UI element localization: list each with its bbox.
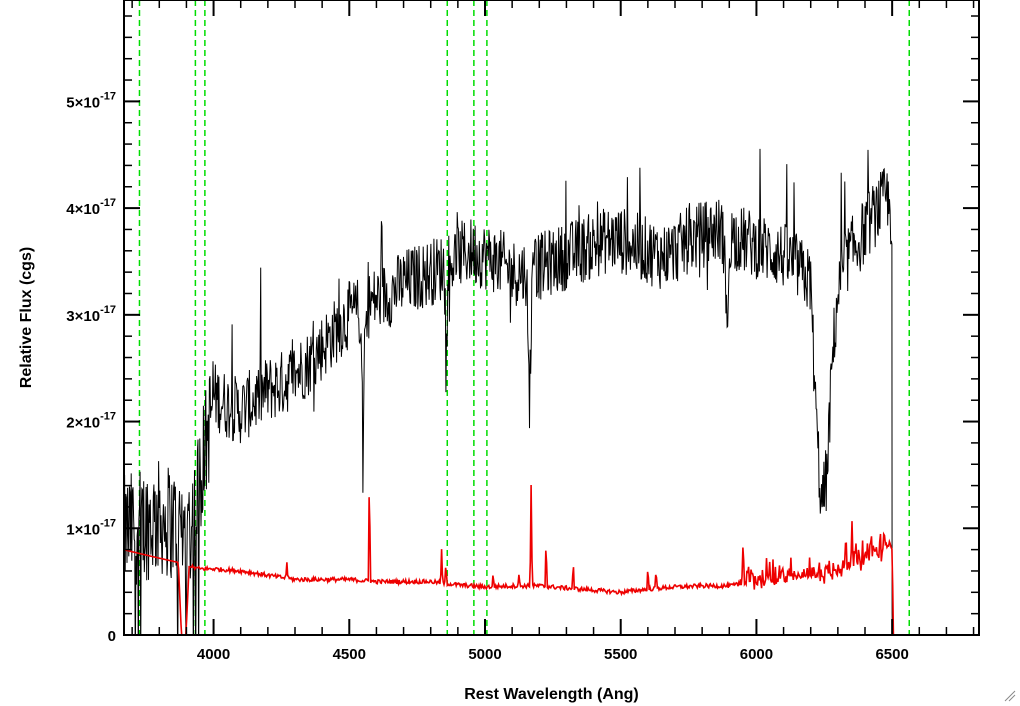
y-tick-label: 4×10-17: [66, 197, 116, 218]
plot-frame: [123, 0, 980, 636]
y-tick-label: 1×10-17: [66, 517, 116, 538]
x-tick-label: 4500: [333, 646, 366, 663]
spectrum-series-observed: [124, 148, 893, 635]
x-tick-label: 6500: [875, 646, 908, 663]
y-tick-label: 0: [108, 628, 116, 645]
y-tick-label: 3×10-17: [66, 304, 116, 325]
x-axis-title: Rest Wavelength (Ang): [464, 686, 639, 703]
y-tick-label: 5×10-17: [66, 90, 116, 111]
x-tick-label: 6000: [740, 646, 773, 663]
spectrum-series-model: [124, 484, 895, 635]
y-axis-title: Relative Flux (cgs): [18, 247, 35, 388]
resize-grip-icon[interactable]: [1004, 690, 1016, 702]
y-tick-label: 2×10-17: [66, 411, 116, 432]
x-tick-label: 5000: [468, 646, 501, 663]
x-tick-label: 4000: [197, 646, 230, 663]
x-tick-label: 5500: [604, 646, 637, 663]
